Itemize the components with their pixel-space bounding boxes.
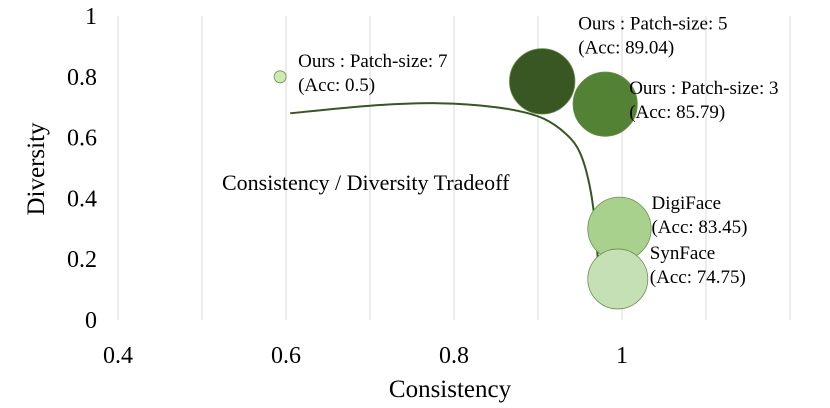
y-tick-label: 1 <box>85 4 97 30</box>
y-tick-label: 0 <box>85 308 97 334</box>
y-tick-label: 0.8 <box>67 65 97 91</box>
x-tick-label: 0.6 <box>271 343 301 369</box>
tradeoff-label: Consistency / Diversity Tradeoff <box>222 170 510 195</box>
y-tick-label: 0.6 <box>67 126 97 152</box>
y-tick-label: 0.4 <box>67 186 97 212</box>
bubble-acc-label: (Acc: 74.75) <box>650 267 746 288</box>
bubble-acc-label: (Acc: 85.79) <box>629 102 725 123</box>
bubble <box>273 70 287 84</box>
bubble-acc-label: (Acc: 89.04) <box>578 37 674 58</box>
bubble <box>572 71 638 137</box>
x-axis-title: Consistency <box>389 376 512 403</box>
bubble-label: Ours : Patch-size: 7 <box>298 51 447 72</box>
ticks: 0.4 0.6 0.8 1 0 0.2 0.4 0.6 0.8 1 <box>67 4 628 369</box>
bubble-acc-label: (Acc: 83.45) <box>651 217 747 238</box>
x-tick-label: 1 <box>616 343 628 369</box>
tradeoff-curve <box>290 102 601 299</box>
annotations: Ours : Patch-size: 7 (Acc: 0.5) Ours : Pat… <box>298 13 778 288</box>
bubble-label: SynFace <box>650 243 715 264</box>
bubble <box>587 248 649 310</box>
x-tick-label: 0.4 <box>103 343 133 369</box>
bubble-label: Ours : Patch-size: 3 <box>629 78 778 99</box>
y-tick-label: 0.2 <box>67 247 97 273</box>
bubble-label: DigiFace <box>651 193 721 214</box>
bubble-label: Ours : Patch-size: 5 <box>578 13 727 34</box>
y-axis-title: Diversity <box>23 122 50 216</box>
x-tick-label: 0.8 <box>439 343 469 369</box>
tradeoff-curve-layer <box>290 102 601 299</box>
bubble-acc-label: (Acc: 0.5) <box>298 75 375 96</box>
bubble <box>509 48 576 115</box>
bubbles <box>273 48 652 310</box>
